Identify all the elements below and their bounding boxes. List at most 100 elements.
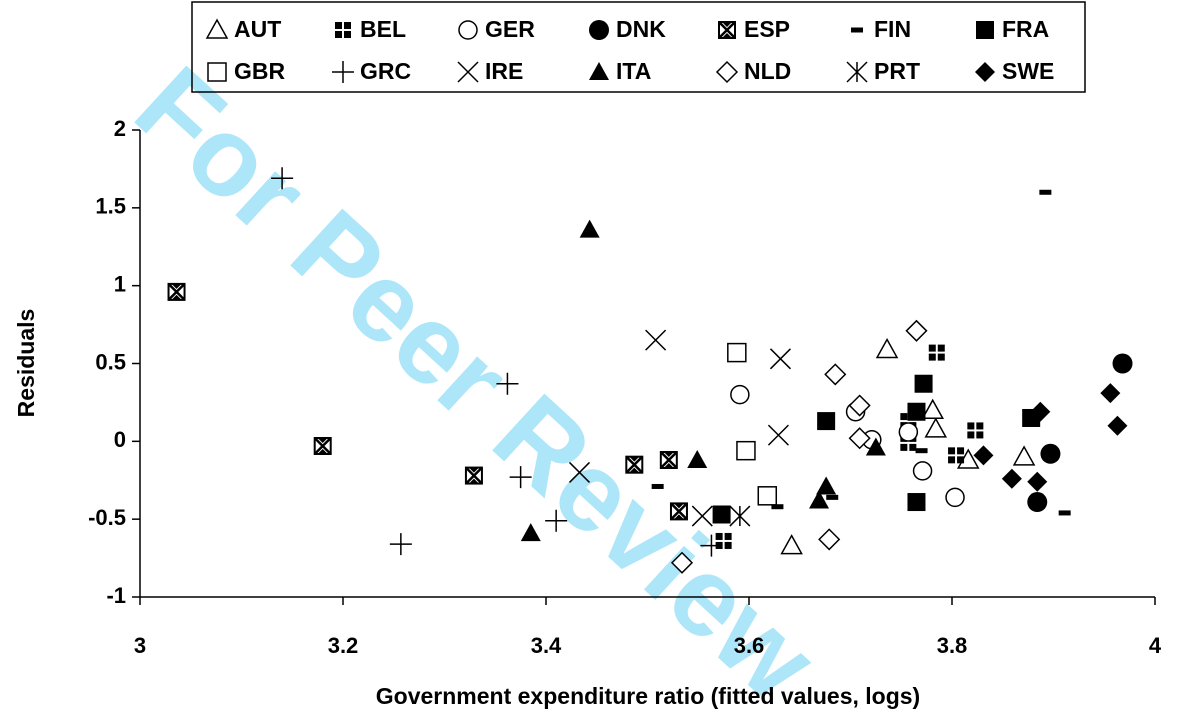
marker-part [458,20,478,40]
x-tick-label: 3.8 [937,633,968,658]
point [568,461,591,483]
marker-part [848,427,871,450]
marker-part [907,493,926,512]
point [769,348,791,370]
point [687,450,708,469]
point [1039,189,1052,195]
legend-marker [718,21,736,39]
y-tick-label: -1 [106,583,126,608]
point [907,402,926,421]
y-tick-label: 0 [114,427,126,452]
marker-part [1027,471,1048,492]
marker-part [687,450,708,469]
legend-marker [589,20,609,40]
point [928,344,945,361]
point [912,461,933,481]
marker-part [915,448,928,454]
marker-part [809,490,830,509]
marker-part [673,503,684,520]
point [875,337,899,359]
marker-part [909,443,917,451]
legend-label: FRA [1002,16,1049,42]
marker-part [907,402,926,421]
marker-part [957,447,965,455]
marker-part [914,374,933,393]
marker-part [670,551,694,574]
marker-part [975,62,995,82]
marker-part [335,31,342,38]
legend-label: ITA [616,58,651,84]
point [924,417,948,438]
legend-label: IRE [485,58,523,84]
marker-part [948,456,956,464]
point [771,504,784,510]
marker-part [589,62,609,80]
marker-part [651,483,664,489]
y-tick-label: 2 [114,116,126,141]
point [921,398,944,419]
legend-marker [207,62,227,82]
marker-part [457,61,479,83]
marker-part [659,451,678,469]
marker-part [715,60,739,84]
marker-part [900,443,908,451]
marker-part [967,422,975,430]
point [907,493,926,512]
point [167,282,186,301]
x-tick-label: 3.2 [328,633,359,658]
legend-label: GER [485,16,535,42]
marker-part [928,344,936,352]
legend-marker [975,62,995,82]
point [848,394,871,417]
marker-part [727,342,747,363]
marker-part [816,476,837,495]
legend-label: FIN [874,16,911,42]
marker-part [1001,468,1022,489]
point [1001,468,1022,489]
marker-part [729,505,751,527]
marker-part [509,466,532,489]
marker-part [712,505,731,524]
marker-part [730,384,750,405]
marker-part [865,437,886,456]
marker-part [691,505,713,527]
marker-part [205,18,229,39]
marker-part [928,353,936,361]
marker-part [344,31,351,38]
marker-part [389,533,412,556]
marker-part [1100,383,1121,404]
point [824,363,847,386]
marker-part [771,504,784,510]
marker-part [589,20,609,40]
point [1058,510,1071,516]
marker-part [767,424,789,446]
point [914,374,933,393]
point [973,445,994,466]
point [736,440,756,461]
point [520,523,541,542]
marker-part [724,541,732,549]
marker-part [545,509,568,532]
marker-part [736,440,756,461]
point [945,487,965,508]
point [729,505,751,527]
marker-part [724,532,732,540]
marker-part [167,283,186,301]
point [1100,383,1121,404]
point [271,167,294,190]
marker-part [757,486,778,506]
legend-marker [846,61,868,83]
y-axis-title: Residuals [13,309,39,418]
legend-marker [715,60,739,84]
point [659,451,678,470]
point [645,329,667,351]
marker-part [207,62,227,82]
point [967,422,984,439]
point [545,509,568,532]
legend-label: BEL [360,16,406,42]
point [1030,401,1051,422]
watermark: For Peer Review [113,43,841,722]
legend-marker [332,61,354,83]
legend-label: PRT [874,58,920,84]
marker-part [1039,189,1052,195]
